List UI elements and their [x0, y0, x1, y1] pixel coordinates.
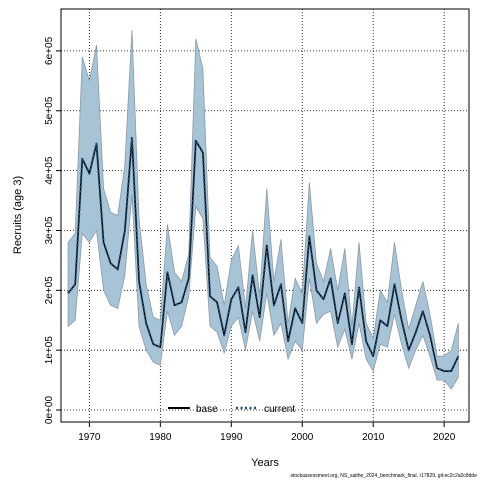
- x-tick-label-4: 2010: [362, 432, 385, 443]
- x-tick-label-5: 2020: [433, 432, 456, 443]
- series-layer: [67, 136, 460, 373]
- x-tick-label-1: 1980: [149, 432, 172, 443]
- y-tick-label-6: 6e+05: [44, 36, 55, 65]
- plot-frame: [60, 8, 470, 423]
- legend-base-label: base: [196, 404, 218, 415]
- y-tick-label-0: 0e+00: [44, 396, 55, 425]
- x-tick-label-2: 1990: [220, 432, 243, 443]
- y-axis-label: Recruits (age 3): [12, 176, 24, 254]
- x-tick-label-0: 1970: [78, 432, 101, 443]
- x-tick-label-3: 2000: [291, 432, 314, 443]
- y-tick-label-3: 3e+05: [44, 216, 55, 245]
- y-tick-label-4: 4e+05: [44, 156, 55, 185]
- legend: base current: [168, 404, 295, 415]
- y-tick-label-2: 2e+05: [44, 276, 55, 305]
- y-axis: 0e+00 1e+05 2e+05 3e+05 4e+05 5e+05 6e+05: [44, 36, 61, 424]
- legend-current-label: current: [264, 404, 295, 415]
- series-line-base: [67, 136, 460, 372]
- footer-note: stockassessment.org, NS_saithe_2024_benc…: [290, 473, 477, 479]
- x-axis: 1970 1980 1990 2000 2010 2020: [78, 422, 456, 443]
- x-axis-label: Years: [251, 457, 279, 469]
- y-tick-label-1: 1e+05: [44, 336, 55, 365]
- y-tick-label-5: 5e+05: [44, 96, 55, 125]
